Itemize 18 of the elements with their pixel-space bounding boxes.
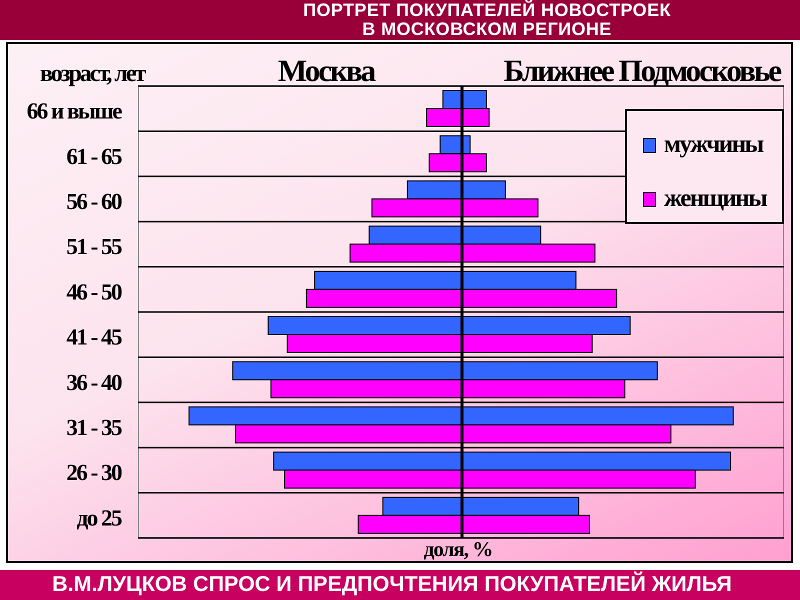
y-tick-label: 61 - 65 (66, 144, 122, 169)
x-axis-title: доля, % (424, 537, 492, 561)
y-tick-label: 56 - 60 (66, 189, 122, 214)
legend-label: женщины (664, 185, 766, 213)
chart-title: ПОРТРЕТ ПОКУПАТЕЛЕЙ НОВОСТРОЕК В МОСКОВСКОМ РЕГИОНЕ (302, 0, 672, 39)
y-tick-label: 41 - 45 (66, 324, 122, 350)
chart-subtitle: Ближнее Подмосковье (504, 53, 780, 88)
y-tick-label: до 25 (76, 505, 122, 530)
y-tick-label: 46 - 50 (66, 279, 122, 304)
y-tick-label: 31 - 35 (66, 415, 122, 440)
y-tick-label: 26 - 30 (66, 460, 122, 486)
y-tick-label: 66 и выше (26, 98, 122, 124)
chart-subtitle: Москва (278, 53, 374, 88)
text: В.М.ЛУЦКОВ СПРОС И ПРЕДПОЧТЕНИЯ ПОКУПАТЕЛЕЙ ЖИЛЬЯ (52, 572, 732, 596)
y-tick-label: 36 - 40 (66, 370, 122, 395)
y-tick-label: 51 - 55 (66, 234, 122, 260)
y-axis-title: возраст, лет (40, 61, 144, 87)
legend-label: мужчины (664, 131, 763, 159)
